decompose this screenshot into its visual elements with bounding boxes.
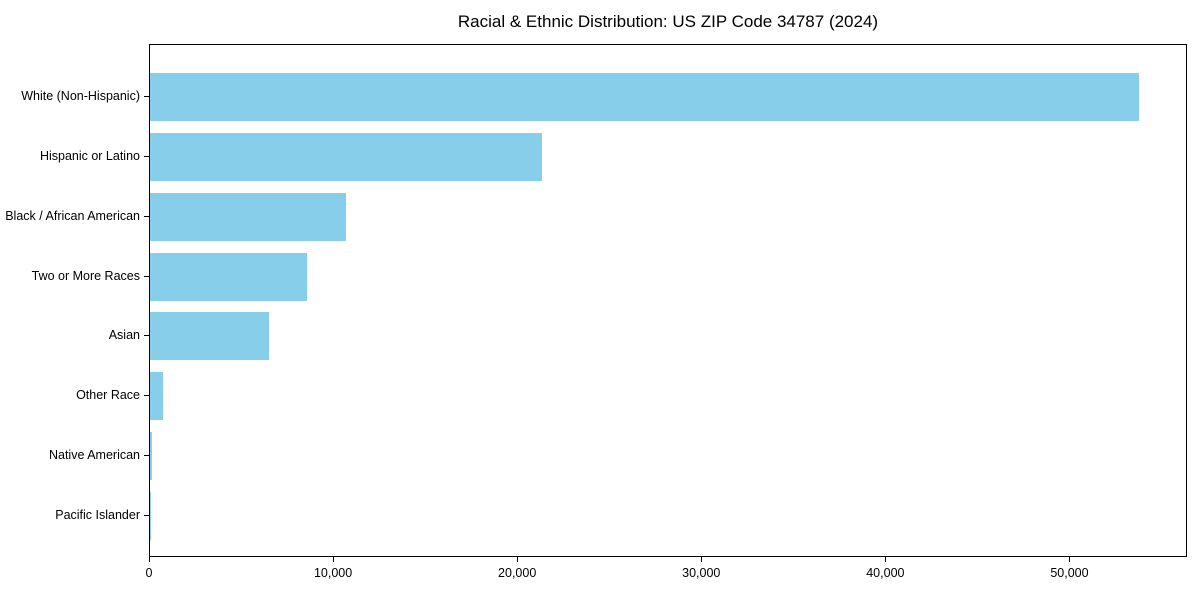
bar-asian <box>150 312 269 361</box>
plot-area <box>149 44 1187 557</box>
bar-pacific-islander <box>150 492 151 540</box>
y-tick-mark <box>144 215 149 217</box>
x-tick-label: 10,000 <box>313 566 353 580</box>
x-tick-mark <box>701 557 703 562</box>
y-tick-label: Other Race <box>76 388 140 403</box>
x-tick-mark <box>1069 557 1071 562</box>
y-tick-mark <box>144 395 149 397</box>
x-tick-label: 20,000 <box>498 566 537 580</box>
y-tick-label: Black / African American <box>5 208 140 223</box>
y-tick-label: Two or More Races <box>31 268 140 283</box>
bar-native-american <box>150 432 152 481</box>
y-tick-label: Hispanic or Latino <box>39 148 140 163</box>
x-tick-label: 30,000 <box>682 566 721 580</box>
y-tick-label: Pacific Islander <box>55 508 140 522</box>
y-tick-label: Asian <box>108 328 140 343</box>
bar-white-non-hispanic <box>150 73 1139 121</box>
x-tick-mark <box>333 557 335 562</box>
x-tick-label: 40,000 <box>866 566 905 580</box>
bar-hispanic-or-latino <box>150 132 543 181</box>
y-tick-mark <box>144 96 149 97</box>
x-tick-label: 0 <box>145 566 153 580</box>
bar-two-or-more-races <box>150 252 308 301</box>
x-tick-mark <box>517 557 519 562</box>
x-tick-label: 50,000 <box>1050 566 1089 580</box>
x-tick-mark <box>885 557 887 562</box>
y-tick-mark <box>144 335 149 337</box>
chart-title: Racial & Ethnic Distribution: US ZIP Cod… <box>457 12 879 31</box>
bar-other-race <box>150 372 164 421</box>
bar-black-african-american <box>150 192 347 241</box>
y-tick-mark <box>144 275 149 277</box>
y-tick-label: White (Non-Hispanic) <box>21 89 140 103</box>
y-tick-mark <box>144 455 149 457</box>
y-tick-mark <box>144 155 149 157</box>
y-tick-mark <box>144 515 149 516</box>
y-tick-label: Native American <box>48 448 140 463</box>
x-tick-mark <box>149 557 150 562</box>
